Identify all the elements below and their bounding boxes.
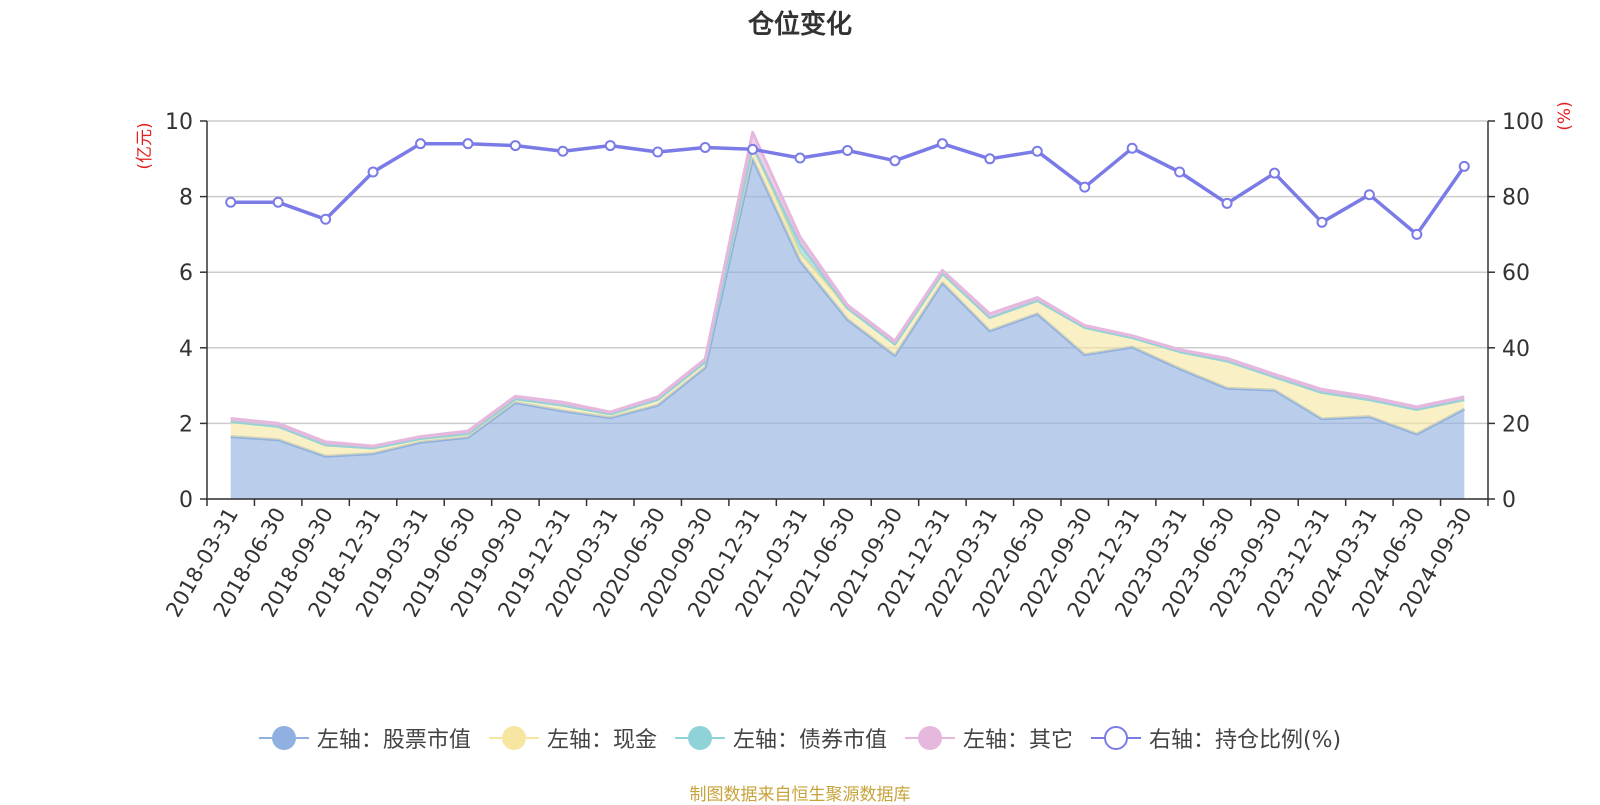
legend-item[interactable]: 左轴：债券市值: [674, 722, 887, 754]
legend-item[interactable]: 左轴：股票市值: [258, 722, 471, 754]
legend-item[interactable]: 左轴：现金: [488, 722, 657, 754]
legend-label: 右轴：持仓比例(%): [1148, 728, 1342, 753]
right-tick-label: 100: [1502, 110, 1544, 135]
right-tick-label: 80: [1502, 186, 1530, 211]
left-tick-label: 6: [179, 261, 193, 286]
line-point: [1458, 160, 1470, 172]
line-point: [747, 143, 759, 155]
line-point: [509, 140, 521, 152]
line-point: [842, 144, 853, 156]
left-axis-unit: (亿元): [135, 122, 155, 169]
line-point: [557, 145, 569, 157]
left-tick-label: 2: [179, 412, 193, 437]
right-axis-unit: (%): [1555, 101, 1575, 130]
legend-symbol-dot: [917, 726, 942, 750]
legend-label: 左轴：债券市值: [732, 728, 887, 753]
line-point: [1031, 145, 1043, 157]
right-tick-label: 60: [1502, 261, 1530, 286]
area-左轴：股票市值: [230, 158, 1465, 500]
right-tick-label: 40: [1502, 337, 1530, 362]
legend-label: 左轴：现金: [546, 728, 657, 753]
line-point: [320, 213, 332, 225]
legend-symbol-icon: [904, 725, 955, 751]
left-tick-label: 4: [179, 337, 193, 362]
line-point: [367, 166, 379, 178]
line-point: [889, 155, 901, 167]
line-point: [984, 153, 996, 165]
line-point: [1269, 167, 1280, 179]
line-point: [225, 196, 237, 208]
left-tick-label: 8: [179, 186, 193, 211]
chart-legend: 左轴：股票市值 左轴：现金 左轴：债券市值 左轴：其它 右轴：持仓比例(%): [0, 722, 1600, 754]
line-point: [1316, 216, 1328, 228]
chart-title: 仓位变化: [747, 10, 852, 40]
legend-symbol-dot: [501, 726, 526, 750]
line-point: [272, 196, 284, 208]
area-line-左轴：其它: [230, 130, 1465, 448]
legend-label: 左轴：股票市值: [316, 728, 471, 753]
legend-item[interactable]: 左轴：其它: [904, 722, 1073, 754]
line-point: [652, 146, 664, 158]
left-tick-label: 0: [179, 488, 193, 513]
line-point: [1126, 142, 1138, 154]
line-point: [699, 141, 711, 153]
line-point: [1411, 228, 1423, 240]
line-point: [415, 138, 426, 150]
legend-symbol-icon: [488, 725, 539, 751]
left-tick-label: 10: [165, 110, 193, 135]
line-point: [936, 138, 948, 150]
right-tick-label: 20: [1502, 412, 1530, 437]
line-point: [1363, 189, 1375, 201]
line-point: [1174, 166, 1186, 178]
legend-symbol-icon: [1090, 725, 1141, 751]
legend-symbol-icon: [674, 725, 725, 751]
chart-footer: 制图数据来自恒生聚源数据库: [689, 785, 911, 805]
legend-symbol-icon: [258, 725, 309, 751]
legend-symbol-dot: [687, 726, 712, 750]
legend-symbol-dot: [271, 726, 296, 750]
line-point: [462, 138, 474, 150]
line-point: [1079, 181, 1091, 193]
line-series: [230, 141, 1466, 237]
line-point: [794, 152, 806, 164]
legend-label: 左轴：其它: [962, 728, 1073, 753]
right-tick-label: 0: [1502, 488, 1516, 513]
line-point: [1221, 197, 1233, 209]
line-point: [604, 140, 616, 152]
legend-symbol-dot: [1103, 726, 1128, 750]
legend-item[interactable]: 右轴：持仓比例(%): [1090, 722, 1342, 754]
